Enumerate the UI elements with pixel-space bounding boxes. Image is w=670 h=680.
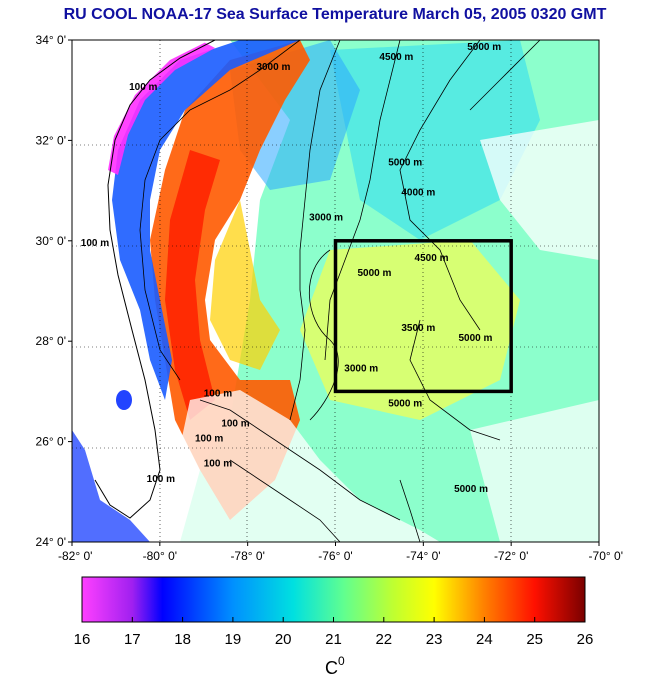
latitude-ticks: 34° 0' 32° 0' 30° 0' 28° 0' 26° 0' 24° 0' <box>36 33 72 549</box>
colorbar-tick-label: 19 <box>225 631 242 648</box>
bathymetry-contours <box>139 40 541 542</box>
lat-tick-label: 34° 0' <box>36 33 66 47</box>
colorbar-unit: C0 <box>325 654 345 678</box>
east-white-cloud <box>480 120 599 260</box>
colorbar-tick-label: 18 <box>174 631 191 648</box>
colorbar-unit-superscript: 0 <box>338 654 345 668</box>
colorbar-tick-label: 26 <box>577 631 594 648</box>
contour-label: 5000 m <box>458 333 492 344</box>
coastline <box>94 40 216 519</box>
contour-labels: 100 m 100 m 3000 m 4500 m 5000 m 5000 m 4000 m… <box>81 42 501 495</box>
florida-gulf-coast-water <box>72 430 150 542</box>
contour-label: 5000 m <box>388 398 422 409</box>
lat-tick-label: 24° 0' <box>36 535 66 549</box>
lon-tick-label: -74° 0' <box>406 549 440 563</box>
lon-tick-label: -76° 0' <box>318 549 352 563</box>
contour-label: 100 m <box>221 419 249 430</box>
lon-tick-label: -82° 0' <box>58 549 92 563</box>
lon-tick-label: -78° 0' <box>230 549 264 563</box>
colorbar-unit-label: C <box>325 658 338 678</box>
lat-tick-label: 30° 0' <box>36 234 66 248</box>
study-area-box <box>333 239 513 394</box>
contour-label: 4500 m <box>379 52 413 63</box>
contour-label: 100 m <box>204 388 232 399</box>
colorbar-tick-label: 25 <box>526 631 543 648</box>
lon-tick-label: -80° 0' <box>143 549 177 563</box>
contour-label: 5000 m <box>357 268 391 279</box>
shelf-cold-water <box>112 40 300 400</box>
contour-label: 100 m <box>195 434 223 445</box>
lat-tick-label: 28° 0' <box>36 334 66 348</box>
colorbar-tick-label: 16 <box>74 631 91 648</box>
contour-label: 4000 m <box>401 188 435 199</box>
gulfstream-core <box>165 150 220 420</box>
colorbar-tick-label: 22 <box>375 631 392 648</box>
contour-label: 100 m <box>81 238 109 249</box>
contour-label: 3000 m <box>344 363 378 374</box>
gulfstream-edge-yellow <box>210 200 280 370</box>
colorbar-tick-label: 20 <box>275 631 292 648</box>
contour-label: 4500 m <box>415 253 449 264</box>
contour-label: 3000 m <box>256 62 290 73</box>
lon-tick-label: -72° 0' <box>494 549 528 563</box>
colorbar-ticks: 16 17 18 19 20 21 22 23 24 25 26 <box>74 617 594 648</box>
lon-tick-label: -70° 0' <box>589 549 623 563</box>
contour-label: 5000 m <box>454 484 488 495</box>
contour-label: 100 m <box>204 459 232 470</box>
contour-label: 5000 m <box>467 42 501 53</box>
contour-label: 100 m <box>147 474 175 485</box>
colorbar-tick-label: 24 <box>476 631 493 648</box>
colorbar-tick-label: 17 <box>124 631 141 648</box>
contour-label: 3500 m <box>401 323 435 334</box>
contour-label: 3000 m <box>309 213 343 224</box>
offshore-cyan-patches <box>330 40 540 240</box>
land-southeast-us <box>72 40 210 520</box>
lat-tick-label: 26° 0' <box>36 435 66 449</box>
lat-tick-label: 32° 0' <box>36 133 66 147</box>
gulfstream-yellow <box>300 240 520 420</box>
colorbar-tick-label: 23 <box>426 631 443 648</box>
bahamas-banks <box>175 390 440 542</box>
map-title: RU COOL NOAA-17 Sea Surface Temperature … <box>63 6 607 23</box>
contour-label: 100 m <box>129 82 157 93</box>
contour-label: 5000 m <box>388 158 422 169</box>
southeast-white-cloud <box>470 400 599 542</box>
longitude-ticks: -82° 0' -80° 0' -78° 0' -76° 0' -74° 0' -72° … <box>58 542 623 563</box>
colorbar-tick-label: 21 <box>325 631 342 648</box>
sst-field: 100 m 100 m 3000 m 4500 m 5000 m 5000 m 4000 m… <box>72 40 599 542</box>
colorbar <box>81 576 586 623</box>
lake-okeechobee <box>116 390 132 410</box>
